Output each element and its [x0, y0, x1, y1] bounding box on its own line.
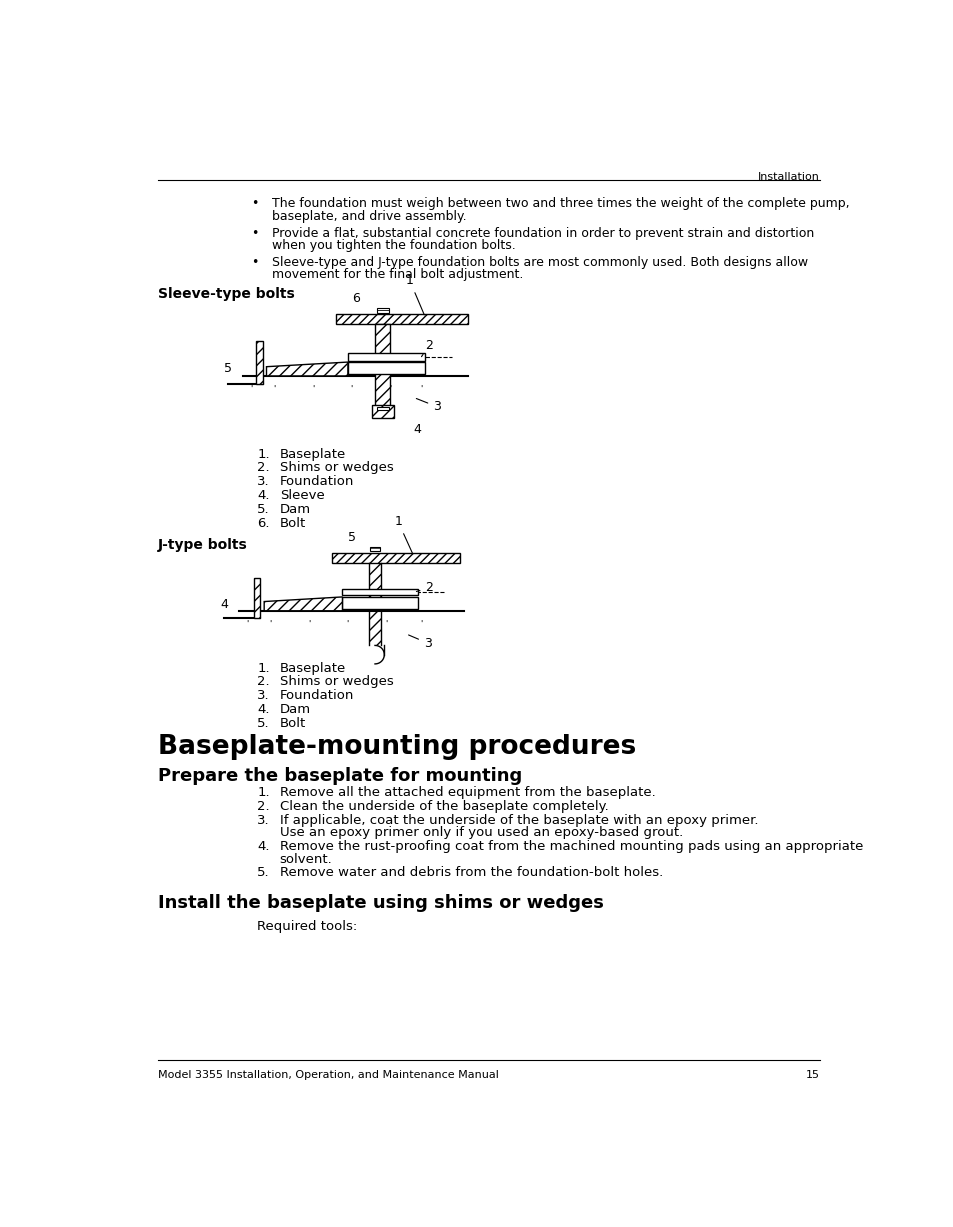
- Text: 3.: 3.: [257, 814, 270, 827]
- Bar: [253, 578, 260, 618]
- Text: when you tighten the foundation bolts.: when you tighten the foundation bolts.: [272, 239, 516, 252]
- Text: Bolt: Bolt: [279, 717, 306, 730]
- Text: 4: 4: [414, 423, 421, 437]
- Text: ': ': [312, 385, 314, 394]
- Text: ': ': [385, 620, 387, 629]
- Text: movement for the final bolt adjustment.: movement for the final bolt adjustment.: [272, 269, 523, 281]
- Text: ': ': [351, 385, 353, 394]
- Text: Install the baseplate using shims or wedges: Install the baseplate using shims or wed…: [158, 894, 603, 912]
- Bar: [342, 596, 417, 610]
- Text: 2: 2: [416, 582, 433, 594]
- Bar: [332, 553, 459, 563]
- Bar: [335, 314, 468, 324]
- Bar: [376, 308, 389, 313]
- Text: baseplate, and drive assembly.: baseplate, and drive assembly.: [272, 210, 466, 222]
- Text: Shims or wedges: Shims or wedges: [279, 675, 393, 688]
- Bar: [253, 578, 260, 618]
- Text: 4.: 4.: [257, 840, 270, 853]
- Text: 1.: 1.: [257, 448, 270, 460]
- Text: 3.: 3.: [257, 690, 270, 702]
- Text: 1.: 1.: [257, 661, 270, 675]
- Text: 5: 5: [224, 362, 232, 374]
- Text: 2.: 2.: [257, 800, 270, 814]
- Text: Remove water and debris from the foundation-bolt holes.: Remove water and debris from the foundat…: [279, 866, 662, 880]
- Text: Use an epoxy primer only if you used an epoxy-based grout.: Use an epoxy primer only if you used an …: [279, 826, 682, 839]
- Text: Model 3355 Installation, Operation, and Maintenance Manual: Model 3355 Installation, Operation, and …: [158, 1070, 498, 1080]
- Text: solvent.: solvent.: [279, 853, 332, 865]
- Text: Provide a flat, substantial concrete foundation in order to prevent strain and d: Provide a flat, substantial concrete fou…: [272, 227, 813, 239]
- Text: 5: 5: [348, 531, 355, 544]
- Bar: [348, 362, 425, 374]
- Bar: [369, 547, 380, 551]
- Text: 3: 3: [416, 399, 440, 413]
- Text: Remove the rust-proofing coat from the machined mounting pads using an appropria: Remove the rust-proofing coat from the m…: [279, 840, 862, 853]
- Text: 2: 2: [421, 339, 433, 357]
- Bar: [348, 353, 425, 361]
- Text: Foundation: Foundation: [279, 475, 354, 488]
- Polygon shape: [264, 596, 342, 611]
- Text: ': ': [346, 620, 349, 629]
- Text: 1: 1: [406, 275, 424, 315]
- Text: 4.: 4.: [257, 490, 270, 502]
- Text: •: •: [251, 198, 258, 210]
- Text: The foundation must weigh between two and three times the weight of the complete: The foundation must weigh between two an…: [272, 198, 849, 210]
- Text: Remove all the attached equipment from the baseplate.: Remove all the attached equipment from t…: [279, 787, 655, 799]
- Text: Sleeve: Sleeve: [279, 490, 324, 502]
- Text: If applicable, coat the underside of the baseplate with an epoxy primer.: If applicable, coat the underside of the…: [279, 814, 758, 827]
- Text: 2.: 2.: [257, 675, 270, 688]
- Text: 3: 3: [408, 634, 432, 649]
- Bar: [372, 405, 394, 418]
- Text: 5.: 5.: [257, 503, 270, 517]
- Text: 5.: 5.: [257, 866, 270, 880]
- Bar: [375, 324, 390, 415]
- Text: 2.: 2.: [257, 461, 270, 475]
- Bar: [376, 406, 389, 410]
- Bar: [375, 324, 390, 415]
- Text: ': ': [420, 620, 422, 629]
- Bar: [335, 314, 468, 324]
- Text: Dam: Dam: [279, 703, 311, 717]
- Text: Sleeve-type bolts: Sleeve-type bolts: [158, 287, 294, 302]
- Text: Clean the underside of the baseplate completely.: Clean the underside of the baseplate com…: [279, 800, 608, 814]
- Bar: [342, 589, 417, 595]
- Bar: [332, 553, 459, 563]
- Text: ': ': [250, 385, 252, 394]
- Bar: [369, 563, 381, 645]
- Text: 5.: 5.: [257, 717, 270, 730]
- Text: Dam: Dam: [279, 503, 311, 517]
- Text: Baseplate: Baseplate: [279, 448, 346, 460]
- Text: Installation: Installation: [758, 172, 819, 182]
- Polygon shape: [266, 362, 348, 375]
- Text: ': ': [273, 385, 275, 394]
- Text: Foundation: Foundation: [279, 690, 354, 702]
- Text: ': ': [308, 620, 310, 629]
- Text: 3.: 3.: [257, 475, 270, 488]
- Bar: [372, 405, 394, 418]
- Text: 1: 1: [394, 515, 412, 553]
- Text: 15: 15: [805, 1070, 819, 1080]
- Text: Baseplate-mounting procedures: Baseplate-mounting procedures: [158, 734, 636, 760]
- Text: •: •: [251, 255, 258, 269]
- Text: 1.: 1.: [257, 787, 270, 799]
- Text: Prepare the baseplate for mounting: Prepare the baseplate for mounting: [158, 767, 521, 785]
- Text: Sleeve-type and J-type foundation bolts are most commonly used. Both designs all: Sleeve-type and J-type foundation bolts …: [272, 255, 807, 269]
- Text: 4.: 4.: [257, 703, 270, 717]
- Text: ': ': [246, 620, 248, 629]
- Text: •: •: [251, 227, 258, 239]
- Text: ': ': [269, 620, 272, 629]
- Text: 6: 6: [352, 292, 359, 306]
- Bar: [256, 341, 262, 384]
- Text: 4: 4: [220, 598, 228, 611]
- Text: Baseplate: Baseplate: [279, 661, 346, 675]
- Text: ': ': [420, 385, 422, 394]
- Bar: [256, 341, 262, 384]
- Text: Bolt: Bolt: [279, 517, 306, 530]
- Text: Required tools:: Required tools:: [257, 919, 357, 933]
- Text: 6.: 6.: [257, 517, 270, 530]
- Text: ': ': [389, 385, 392, 394]
- Text: J-type bolts: J-type bolts: [158, 539, 248, 552]
- Text: Shims or wedges: Shims or wedges: [279, 461, 393, 475]
